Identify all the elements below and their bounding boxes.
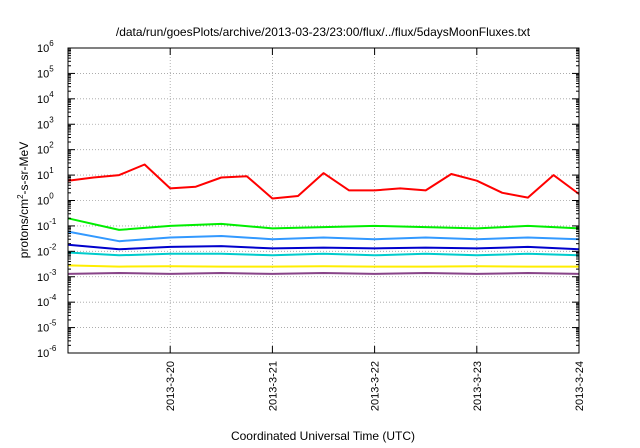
y-tick-base: 10 [37, 246, 49, 258]
x-tick-label: 2013-3-24 [574, 361, 586, 411]
series-layer [67, 163, 580, 275]
y-tick-label: 106 [37, 39, 54, 55]
y-axis: 10-610-510-410-310-210-11001011021031041… [37, 39, 579, 360]
y-tick-label: 105 [37, 64, 54, 80]
y-tick-base: 10 [37, 196, 49, 208]
y-tick-label: 10-6 [37, 344, 57, 360]
series-line-5 [67, 264, 579, 268]
y-tick-exponent: -6 [49, 344, 57, 353]
y-axis-label: protons/cm2-s-sr-MeV [16, 142, 31, 258]
y-tick-label: 10-3 [37, 268, 57, 284]
y-tick-exponent: -2 [49, 242, 57, 251]
x-tick-label: 2013-3-22 [370, 361, 382, 411]
y-tick-label: 102 [37, 141, 54, 157]
y-tick-base: 10 [37, 272, 49, 284]
y-tick-base: 10 [37, 43, 49, 55]
y-tick-exponent: -4 [49, 293, 57, 302]
x-tick-label: 2013-3-20 [165, 361, 177, 411]
series-line-1 [67, 217, 580, 231]
series-line-3 [67, 243, 580, 251]
y-tick-label: 103 [37, 115, 54, 131]
y-tick-exponent: -3 [49, 268, 57, 277]
y-tick-base: 10 [37, 68, 49, 80]
series-line-2 [67, 230, 580, 243]
y-tick-exponent: -1 [49, 217, 57, 226]
y-tick-exponent: 5 [49, 64, 54, 73]
x-axis: 2013-3-20 2013-3-21 2013-3-22 2013-3-23 2013… [165, 48, 586, 411]
y-axis-label-prefix: protons/cm [17, 199, 31, 258]
y-tick-base: 10 [37, 323, 49, 335]
grid [68, 48, 579, 353]
y-tick-exponent: 1 [49, 166, 54, 175]
y-tick-exponent: 6 [49, 39, 54, 48]
y-tick-exponent: -5 [49, 319, 57, 328]
y-tick-base: 10 [37, 348, 49, 360]
y-tick-base: 10 [37, 297, 49, 309]
y-axis-label-sup: 2 [16, 194, 25, 199]
y-tick-base: 10 [37, 145, 49, 157]
chart-title: /data/run/goesPlots/archive/2013-03-23/2… [116, 25, 531, 39]
y-tick-label: 10-4 [37, 293, 57, 309]
y-tick-base: 10 [37, 94, 49, 106]
y-tick-label: 10-5 [37, 319, 57, 335]
y-tick-label: 100 [37, 192, 54, 208]
y-tick-exponent: 0 [49, 192, 54, 201]
x-axis-label: Coordinated Universal Time (UTC) [231, 429, 415, 443]
y-tick-base: 10 [37, 170, 49, 182]
y-tick-exponent: 3 [49, 115, 54, 124]
series-line-0 [67, 163, 580, 200]
y-tick-exponent: 4 [49, 90, 54, 99]
series-line-4 [67, 251, 580, 257]
y-tick-label: 10-1 [37, 217, 57, 233]
y-tick-exponent: 2 [49, 141, 54, 150]
y-tick-label: 101 [37, 166, 54, 182]
x-tick-label: 2013-3-23 [472, 361, 484, 411]
x-tick-label: 2013-3-21 [267, 361, 279, 411]
y-axis-label-suffix: -s-sr-MeV [17, 142, 31, 195]
y-tick-base: 10 [37, 119, 49, 131]
y-tick-label: 104 [37, 90, 54, 106]
y-tick-label: 10-2 [37, 242, 57, 258]
series-line-6 [67, 272, 580, 275]
y-tick-base: 10 [37, 221, 49, 233]
